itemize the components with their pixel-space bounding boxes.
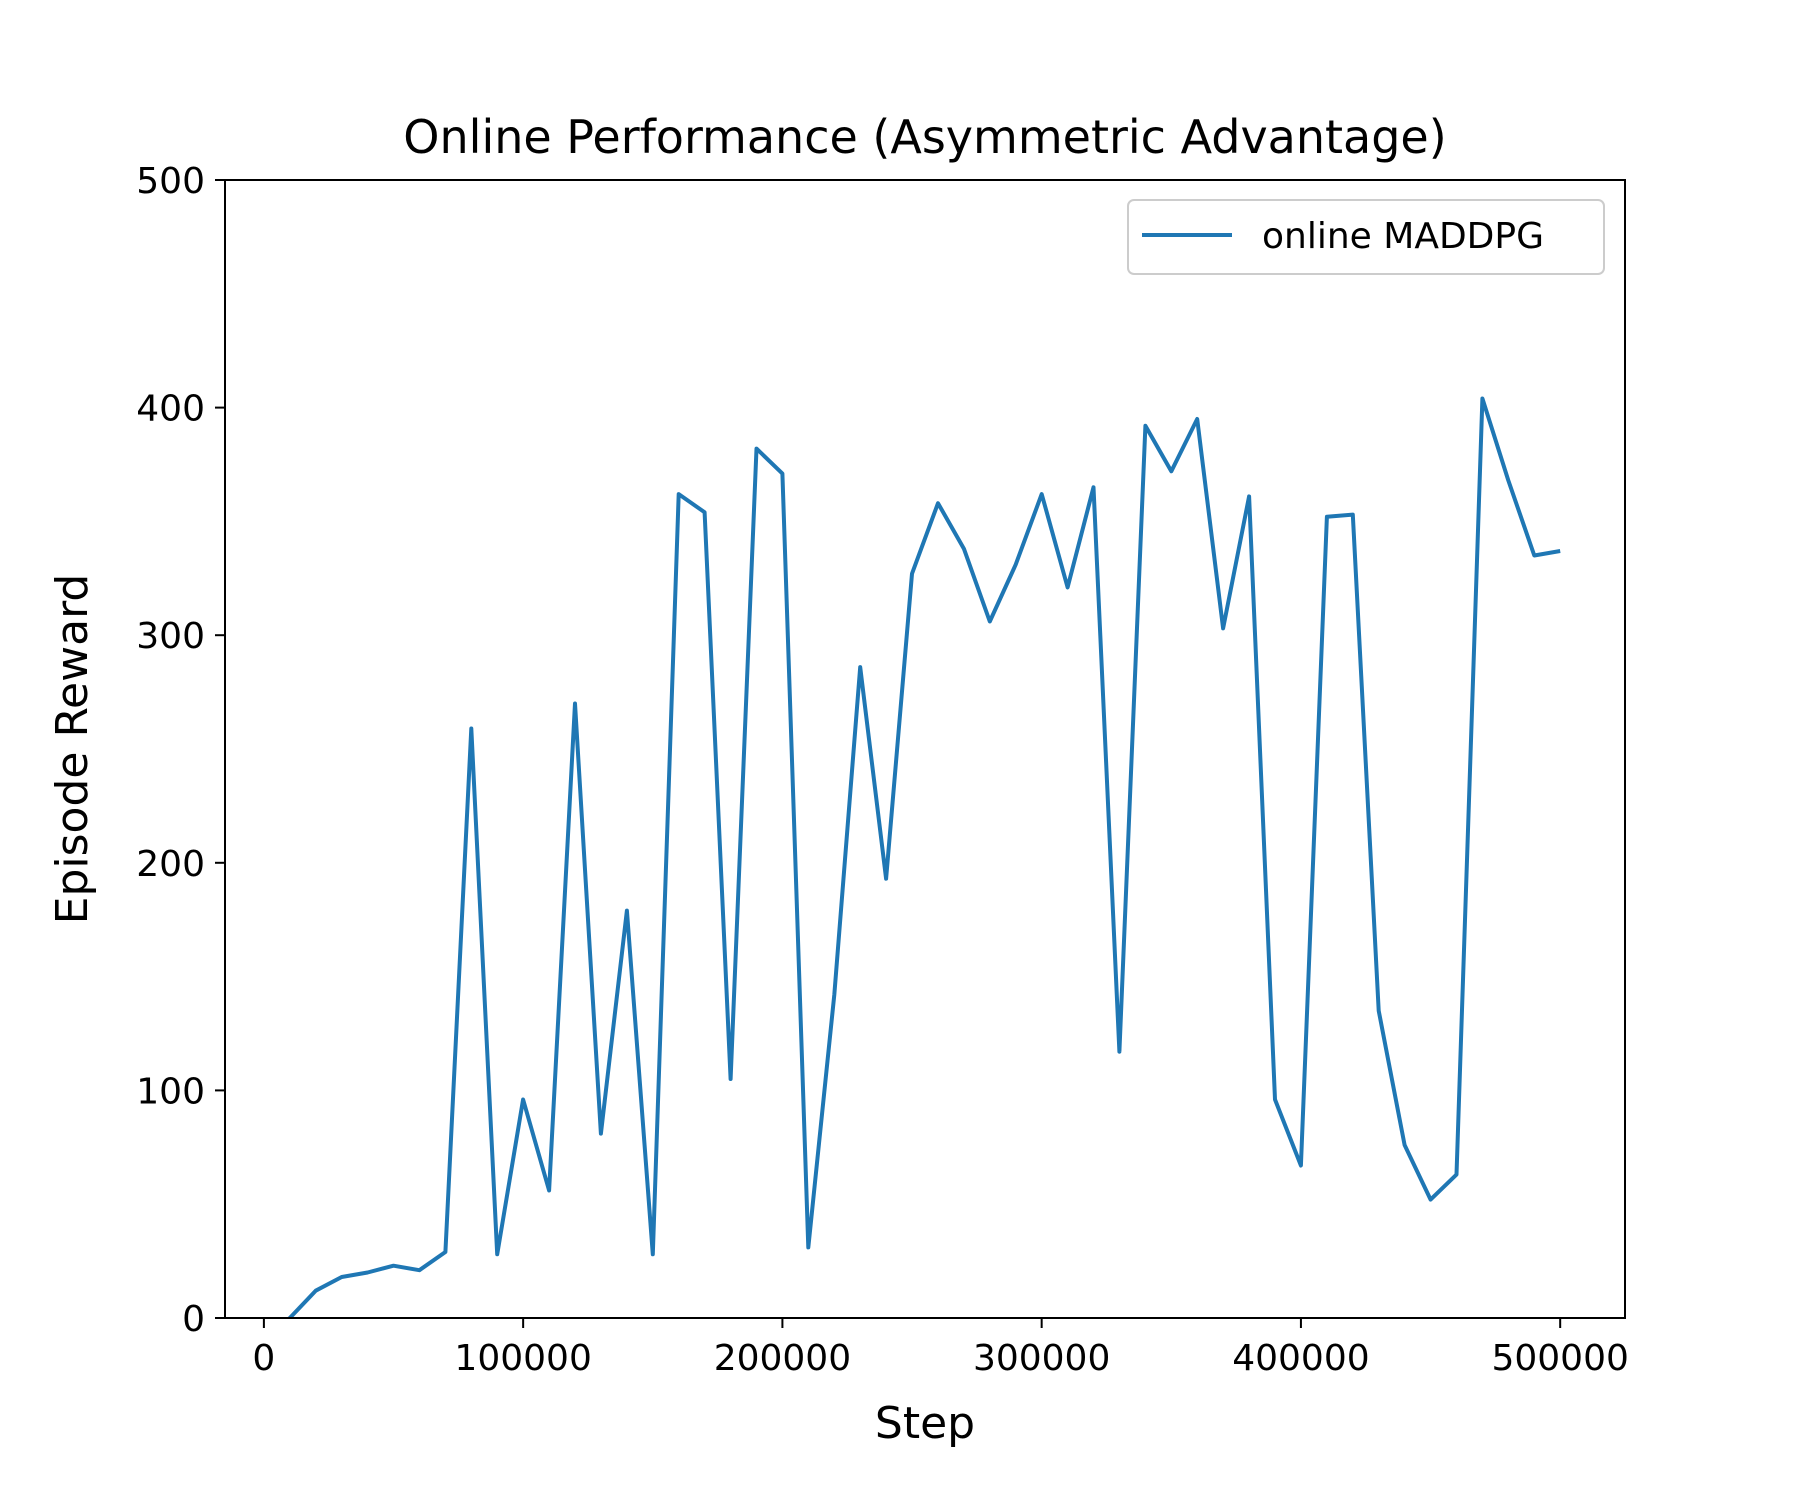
y-axis: 0 100 200 300 400 500 — [136, 161, 225, 1340]
legend: online MADDPG — [1127, 199, 1605, 275]
y-tick-label: 0 — [182, 1299, 205, 1340]
y-tick-label: 400 — [136, 389, 205, 430]
x-axis: 0 100000 200000 300000 400000 500000 — [252, 1318, 1629, 1379]
chart-title: Online Performance (Asymmetric Advantage… — [403, 110, 1446, 164]
x-tick-label: 300000 — [973, 1338, 1110, 1379]
x-tick-label: 100000 — [454, 1338, 591, 1379]
legend-box — [1127, 199, 1605, 275]
plot-area — [286, 396, 1561, 1318]
legend-label: online MADDPG — [1262, 216, 1544, 257]
x-axis-label: Step — [875, 1398, 975, 1449]
x-tick-label: 0 — [252, 1338, 275, 1379]
y-tick-label: 100 — [136, 1071, 205, 1112]
plot-frame — [224, 179, 1626, 1319]
x-tick-label: 500000 — [1491, 1338, 1628, 1379]
y-tick-label: 200 — [136, 844, 205, 885]
y-tick-label: 500 — [136, 161, 205, 202]
x-tick-label: 400000 — [1232, 1338, 1369, 1379]
y-axis-label: Episode Reward — [47, 574, 98, 925]
y-tick-label: 300 — [136, 616, 205, 657]
x-tick-label: 200000 — [714, 1338, 851, 1379]
series-line — [286, 396, 1561, 1318]
